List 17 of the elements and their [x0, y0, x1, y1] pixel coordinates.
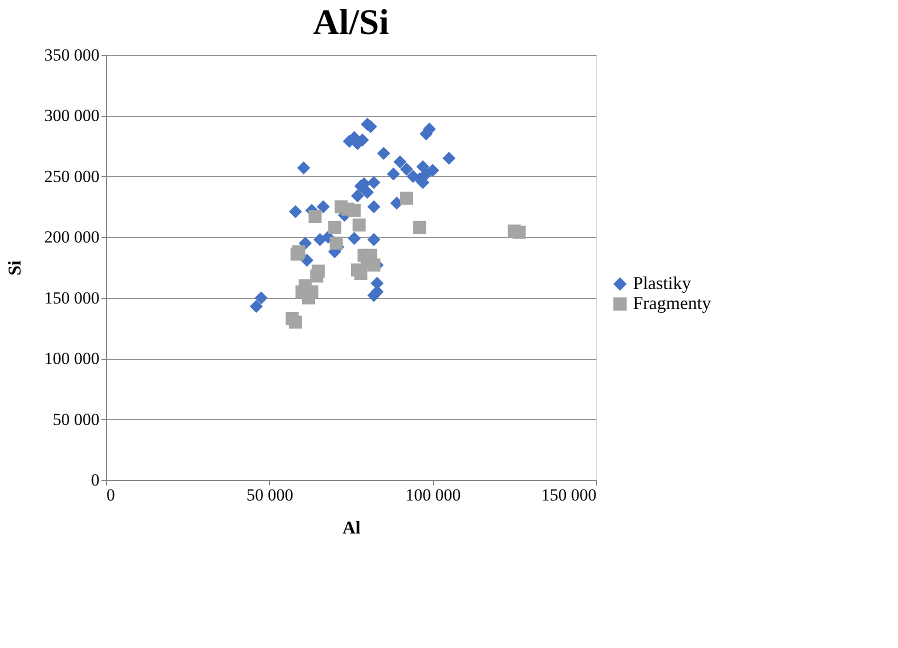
- x-axis-title: Al: [342, 518, 360, 538]
- y-tick-label: 350 000: [44, 46, 100, 64]
- legend-label: Fragmenty: [633, 293, 711, 313]
- y-tick-label: 0: [91, 470, 100, 490]
- x-tick-label: 0: [106, 486, 115, 504]
- y-axis-title: Si: [4, 260, 24, 276]
- y-tick-label: 200 000: [44, 228, 100, 247]
- y-tick-label: 50 000: [52, 410, 100, 429]
- y-tick-label: 300 000: [44, 106, 100, 126]
- chart-title: Al/Si: [312, 2, 390, 42]
- x-tick-label: 100 000: [406, 486, 461, 504]
- legend-label: Plastiky: [633, 273, 692, 293]
- y-tick-label: 250 000: [44, 166, 100, 186]
- y-tick-label: 150 000: [44, 288, 100, 308]
- x-tick-label: 150 000: [541, 486, 596, 504]
- x-tick-label: 50 000: [246, 486, 294, 504]
- y-tick-label: 100 000: [44, 349, 100, 368]
